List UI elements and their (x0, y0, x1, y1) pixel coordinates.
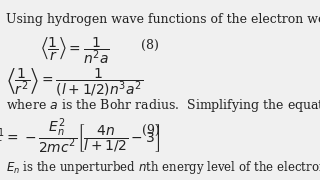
Text: (8): (8) (141, 39, 159, 52)
Text: (9): (9) (141, 124, 159, 137)
Text: where $a$ is the Bohr radius.  Simplifying the equation, we get,: where $a$ is the Bohr radius. Simplifyin… (6, 96, 320, 114)
Text: $E_n$ is the unperturbed $n$th energy level of the electron: $E_n$ is the unperturbed $n$th energy le… (6, 159, 320, 176)
Text: $E_r^1 = -\dfrac{E_n^2}{2mc^2}\left[\dfrac{4n}{l+1/2} - 3\right]$: $E_r^1 = -\dfrac{E_n^2}{2mc^2}\left[\dfr… (0, 117, 161, 156)
Text: $\left\langle \dfrac{1}{r} \right\rangle = \dfrac{1}{n^2 a}$: $\left\langle \dfrac{1}{r} \right\rangle… (40, 35, 109, 66)
Text: $\left\langle \dfrac{1}{r^2} \right\rangle = \dfrac{1}{(l+1/2)n^3 a^2}$: $\left\langle \dfrac{1}{r^2} \right\rang… (6, 66, 143, 98)
Text: Using hydrogen wave functions of the electron we get,: Using hydrogen wave functions of the ele… (6, 13, 320, 26)
